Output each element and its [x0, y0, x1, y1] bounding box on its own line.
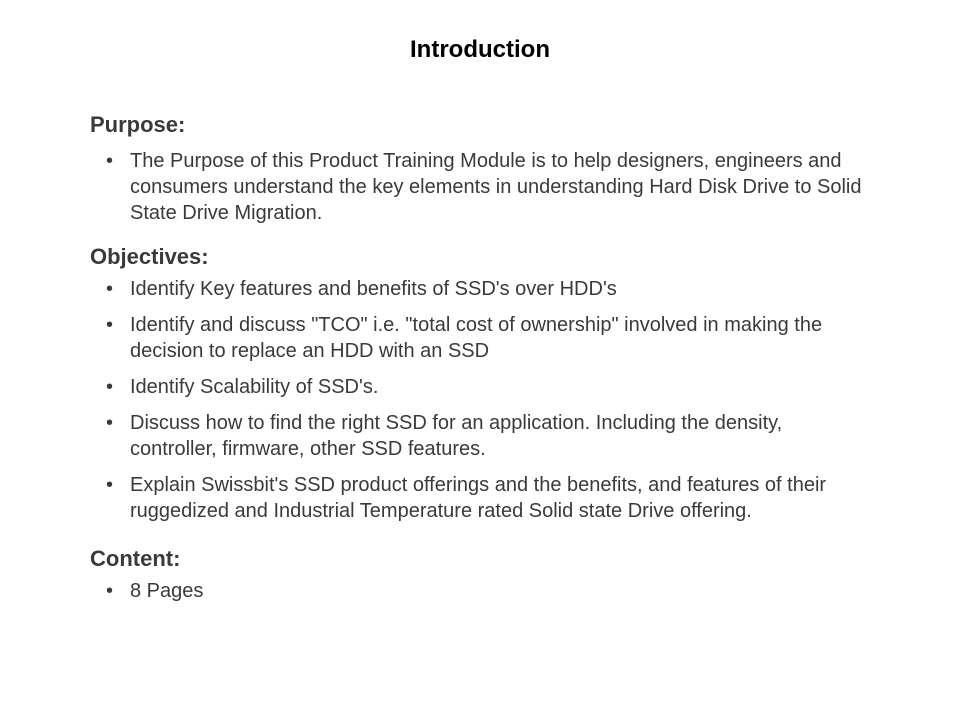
content-list: 8 Pages [90, 578, 870, 604]
list-item: Identify Key features and benefits of SS… [90, 276, 870, 302]
objectives-heading: Objectives: [90, 244, 870, 270]
list-item: Identify and discuss "TCO" i.e. "total c… [90, 312, 870, 364]
content-section: Content: 8 Pages [90, 546, 870, 604]
page-title: Introduction [90, 36, 870, 64]
list-item: The Purpose of this Product Training Mod… [90, 148, 870, 226]
content-heading: Content: [90, 546, 870, 572]
purpose-list: The Purpose of this Product Training Mod… [90, 148, 870, 226]
list-item: Explain Swissbit's SSD product offerings… [90, 472, 870, 524]
list-item: Discuss how to find the right SSD for an… [90, 410, 870, 462]
list-item: Identify Scalability of SSD's. [90, 374, 870, 400]
objectives-list: Identify Key features and benefits of SS… [90, 276, 870, 524]
objectives-section: Objectives: Identify Key features and be… [90, 244, 870, 524]
purpose-section: Purpose: The Purpose of this Product Tra… [90, 112, 870, 226]
purpose-heading: Purpose: [90, 112, 870, 138]
list-item: 8 Pages [90, 578, 870, 604]
